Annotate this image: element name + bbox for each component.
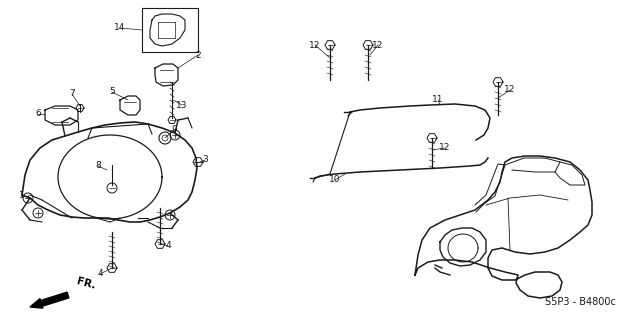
Text: 14: 14 (115, 24, 125, 33)
Text: 6: 6 (35, 109, 41, 118)
Text: 4: 4 (97, 270, 103, 278)
Text: 12: 12 (372, 41, 384, 49)
Text: 11: 11 (432, 95, 444, 105)
Text: FR.: FR. (75, 276, 96, 291)
Text: 10: 10 (329, 175, 340, 184)
Text: 12: 12 (439, 144, 451, 152)
Text: 2: 2 (195, 50, 201, 60)
Text: 13: 13 (176, 100, 188, 109)
Text: 12: 12 (504, 85, 516, 94)
Text: 4: 4 (165, 241, 171, 250)
Text: 8: 8 (95, 161, 101, 170)
Text: 9: 9 (171, 125, 177, 135)
Text: 1: 1 (19, 191, 25, 201)
FancyArrow shape (30, 292, 69, 308)
Text: 3: 3 (202, 155, 208, 165)
Text: S5P3 - B4800c: S5P3 - B4800c (545, 297, 616, 307)
Text: 5: 5 (109, 87, 115, 97)
Text: 7: 7 (69, 90, 75, 99)
Text: 12: 12 (309, 41, 321, 49)
